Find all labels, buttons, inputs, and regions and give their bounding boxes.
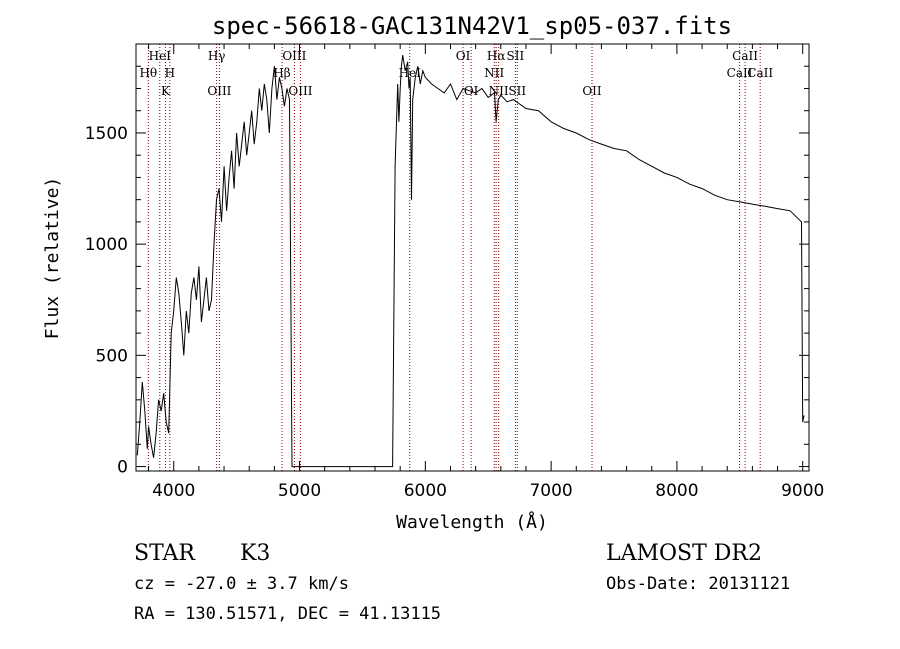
line-marker-label: NII xyxy=(489,84,509,98)
cz-value: cz = -27.0 ± 3.7 km/s xyxy=(134,574,349,594)
chart-title: spec-56618-GAC131N42V1_sp05-037.fits xyxy=(212,12,732,40)
x-tick-label: 4000 xyxy=(152,481,195,501)
x-tick-label: 8000 xyxy=(655,481,698,501)
line-marker-label: NII xyxy=(484,66,504,80)
line-marker-label: CaII xyxy=(727,66,753,80)
y-axis-label: Flux (relative) xyxy=(42,177,63,340)
line-marker-label: SII xyxy=(507,49,525,63)
x-axis-label: Wavelength (Å) xyxy=(396,511,548,533)
spectrum-line xyxy=(136,55,805,468)
ra-dec: RA = 130.51571, DEC = 41.13115 xyxy=(134,604,441,624)
line-marker-label: OIII xyxy=(207,84,231,98)
line-marker-label: SII xyxy=(508,84,526,98)
line-marker-label: CaII xyxy=(747,66,773,80)
line-marker-label: OII xyxy=(582,84,602,98)
line-marker-label: OI xyxy=(456,49,471,63)
y-axis-ticks: 0 500 1000 1500 xyxy=(85,65,809,478)
line-marker-label: Hγ xyxy=(208,49,226,63)
marker-labels-layer: HθHeIKHHγOIIIHβOIIIOIIIHeIOIOINIIHαNIISI… xyxy=(139,49,773,98)
line-marker-label: Hβ xyxy=(273,66,290,80)
line-marker-label: CaII xyxy=(732,49,758,63)
marker-lines-layer xyxy=(147,44,761,471)
line-marker-label: Hθ xyxy=(139,66,157,80)
line-marker-label: HeI xyxy=(149,49,172,63)
line-marker-label: OIII xyxy=(288,84,312,98)
survey-label: LAMOST DR2 xyxy=(606,541,762,566)
line-marker-label: Hα xyxy=(487,49,506,63)
x-tick-label: 9000 xyxy=(781,481,824,501)
x-tick-label: 6000 xyxy=(404,481,447,501)
line-marker-label: K xyxy=(161,84,171,98)
plot-frame xyxy=(135,43,810,472)
obs-date: Obs-Date: 20131121 xyxy=(606,574,790,594)
y-tick-label: 1000 xyxy=(85,235,128,255)
object-class: STAR xyxy=(134,541,196,566)
object-subclass: K3 xyxy=(240,541,270,566)
x-tick-label: 5000 xyxy=(278,481,321,501)
line-marker-label: H xyxy=(165,66,175,80)
y-tick-label: 500 xyxy=(96,346,128,366)
x-tick-label: 7000 xyxy=(529,481,572,501)
y-tick-label: 0 xyxy=(117,458,128,478)
y-tick-label: 1500 xyxy=(85,124,128,144)
x-axis-ticks: 4000 5000 6000 7000 8000 9000 xyxy=(148,44,824,501)
line-marker-label: OIII xyxy=(282,49,306,63)
